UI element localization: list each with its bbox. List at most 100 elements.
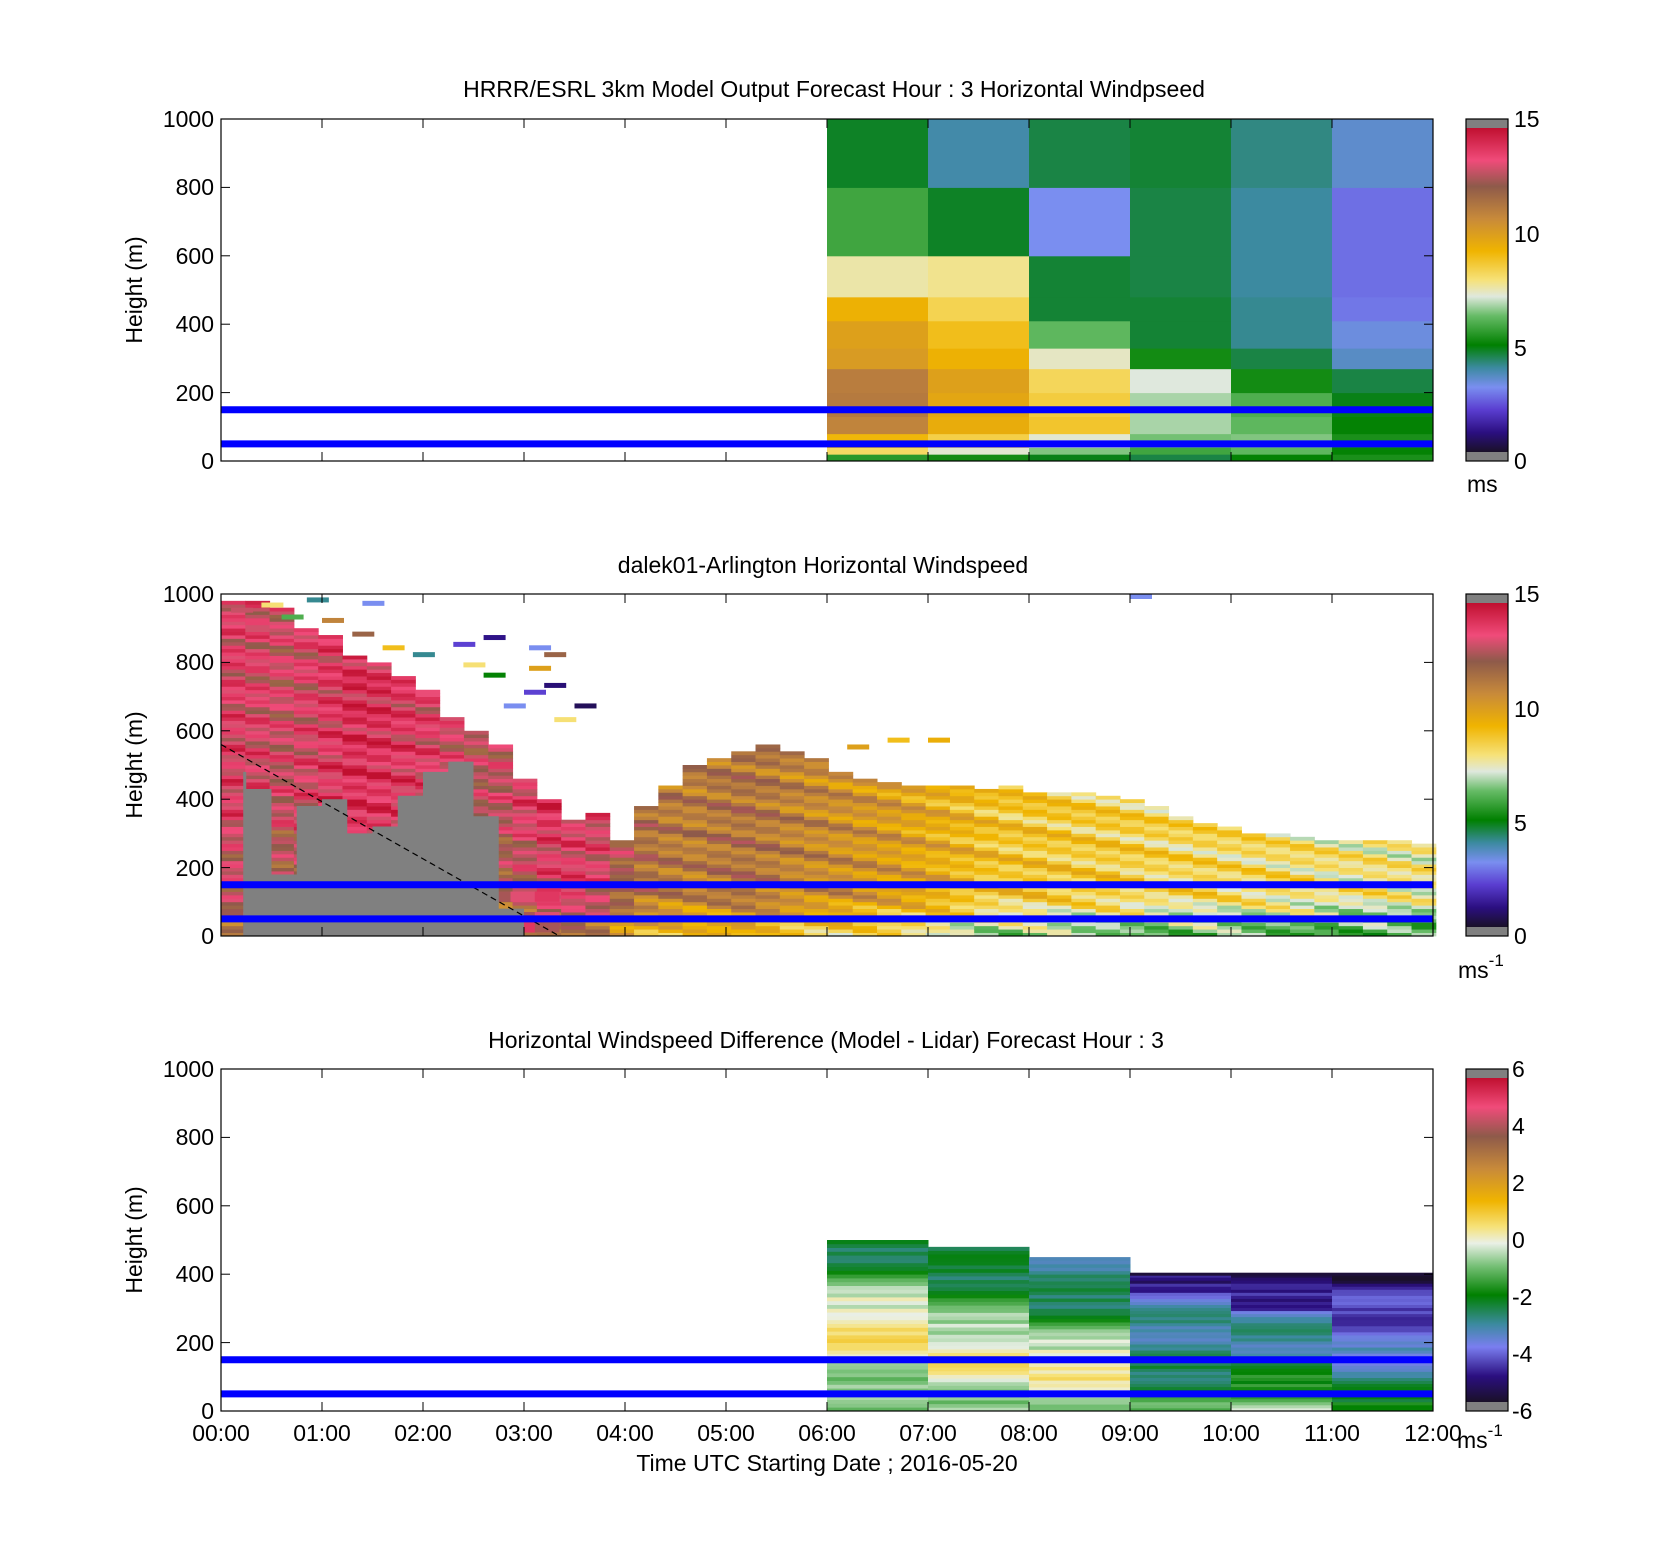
lidar-cell bbox=[1022, 891, 1048, 896]
difference-cell bbox=[1332, 1298, 1434, 1302]
lidar-cell bbox=[293, 672, 319, 677]
lidar-cell bbox=[269, 662, 295, 667]
lidar-cell bbox=[1362, 891, 1388, 896]
difference-cell bbox=[1231, 1304, 1333, 1309]
lidar-cell bbox=[366, 669, 392, 674]
lidar-cell bbox=[293, 679, 319, 684]
lidar-cell bbox=[269, 730, 295, 735]
lidar-cell bbox=[1217, 867, 1242, 872]
lidar-cell bbox=[1290, 857, 1315, 862]
difference-cell bbox=[1332, 1283, 1434, 1287]
lidar-cell bbox=[415, 696, 441, 701]
lidar-cell bbox=[269, 850, 295, 855]
lidar-cell bbox=[439, 717, 465, 721]
panel1-heatmap-cells bbox=[827, 119, 1434, 462]
lidar-cell bbox=[1265, 898, 1291, 903]
lidar-cell bbox=[391, 693, 416, 697]
lidar-cell bbox=[682, 816, 708, 821]
lidar-cell bbox=[1095, 819, 1121, 824]
lidar-cell bbox=[585, 833, 611, 838]
lidar-cell bbox=[1217, 850, 1242, 855]
lidar-cell bbox=[585, 891, 611, 896]
model-cell bbox=[1029, 255, 1131, 298]
difference-cell bbox=[1332, 1307, 1434, 1312]
panel2-x-ticks bbox=[220, 594, 1434, 936]
model-cell bbox=[1231, 447, 1333, 455]
lidar-cell bbox=[391, 686, 416, 691]
lidar-cell bbox=[221, 617, 246, 622]
lidar-cell bbox=[269, 782, 295, 786]
lidar-cell bbox=[901, 792, 927, 797]
lidar-cell bbox=[221, 737, 246, 742]
lidar-cell bbox=[755, 867, 781, 872]
lidar-cell bbox=[342, 679, 368, 684]
lidar-cell bbox=[269, 809, 295, 814]
lidar-cell bbox=[245, 785, 271, 790]
difference-cell bbox=[1231, 1344, 1333, 1348]
lidar-cell bbox=[1411, 901, 1437, 906]
lidar-cell bbox=[949, 860, 975, 865]
lidar-cell bbox=[221, 894, 246, 899]
lidar-cell bbox=[682, 792, 708, 797]
lidar-cell bbox=[1241, 843, 1267, 848]
lidar-cell bbox=[318, 710, 343, 715]
lidar-cell bbox=[1168, 833, 1194, 838]
lidar-cell bbox=[828, 843, 854, 848]
lidar-cell bbox=[318, 638, 343, 643]
lidar-cell bbox=[925, 840, 951, 845]
lidar-cell bbox=[1022, 898, 1048, 903]
lidar-cell bbox=[634, 864, 659, 868]
lidar-cell bbox=[804, 816, 829, 821]
lidar-cell bbox=[658, 929, 684, 933]
lidar-cell bbox=[293, 713, 319, 718]
lidar-cell bbox=[731, 809, 757, 814]
lidar-cell bbox=[974, 823, 999, 827]
lidar-cell bbox=[221, 785, 246, 790]
lidar-cell bbox=[488, 829, 514, 834]
lidar-cell bbox=[1022, 833, 1048, 838]
lidar-cell bbox=[561, 850, 586, 855]
lidar-cell bbox=[1095, 799, 1121, 804]
lidar-cell bbox=[1387, 877, 1413, 882]
lidar-cell bbox=[293, 792, 319, 797]
model-cell bbox=[1231, 392, 1333, 418]
panel1-y-axis-label: Height (m) bbox=[121, 236, 147, 343]
lidar-cell bbox=[779, 908, 805, 913]
model-cell bbox=[1231, 187, 1333, 257]
lidar-cell bbox=[779, 812, 805, 817]
lidar-cell bbox=[706, 853, 732, 858]
lidar-cell bbox=[901, 898, 927, 903]
lidar-cell bbox=[1362, 888, 1388, 892]
lidar-cell bbox=[366, 676, 392, 680]
lidar-cell bbox=[318, 730, 343, 735]
lidar-cell bbox=[366, 686, 392, 691]
lidar-cell bbox=[901, 860, 927, 865]
lidar-cell bbox=[658, 932, 684, 937]
model-cell bbox=[827, 392, 929, 418]
lidar-cell bbox=[1314, 874, 1340, 879]
lidar-cell bbox=[658, 792, 684, 797]
lidar-cell bbox=[1192, 901, 1218, 906]
lidar-cell bbox=[342, 710, 368, 715]
lidar-cell bbox=[1338, 891, 1364, 896]
difference-cell bbox=[1130, 1277, 1232, 1281]
lidar-cell bbox=[1119, 860, 1145, 865]
lidar-cell bbox=[463, 747, 489, 752]
lidar-cell bbox=[852, 816, 878, 821]
lidar-cell bbox=[877, 894, 902, 899]
lidar-cell bbox=[634, 874, 659, 879]
lidar-cell bbox=[1095, 802, 1121, 807]
difference-cell bbox=[1332, 1377, 1434, 1381]
lidar-cell bbox=[1144, 925, 1170, 930]
lidar-cell bbox=[1071, 850, 1097, 855]
lidar-cell bbox=[342, 788, 368, 793]
difference-cell bbox=[827, 1319, 929, 1324]
lidar-cell bbox=[415, 720, 441, 725]
model-cell bbox=[827, 296, 929, 322]
lidar-cell bbox=[1168, 901, 1194, 906]
lidar-cell bbox=[561, 929, 586, 933]
lidar-cell bbox=[658, 840, 684, 845]
lidar-cell bbox=[293, 771, 319, 776]
lidar-cell bbox=[512, 908, 538, 913]
lidar-cell bbox=[488, 857, 514, 862]
